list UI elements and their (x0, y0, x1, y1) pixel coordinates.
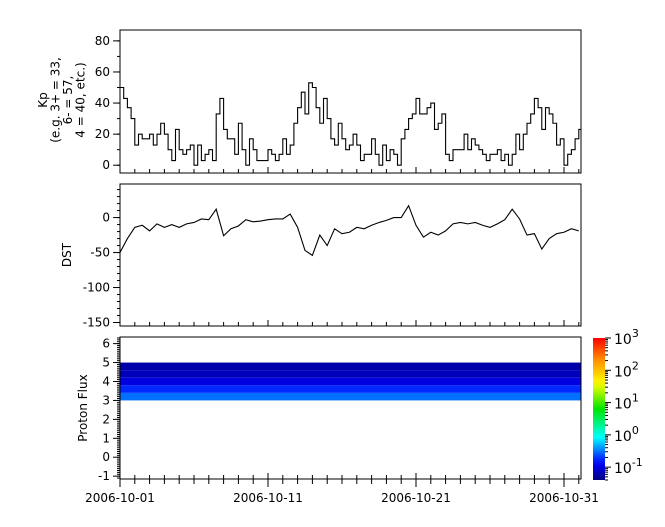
y-tick-label: -100 (83, 281, 110, 295)
colorbar-tick-base: 10 (614, 332, 632, 348)
y-tick-label: 0 (102, 158, 110, 172)
y-tick-label: 80 (95, 34, 110, 48)
flux-bin (120, 385, 581, 393)
colorbar-tick-exponent: -1 (632, 456, 643, 469)
colorbar-tick-exponent: 0 (632, 424, 639, 437)
colorbar-tick-exponent: 3 (632, 327, 639, 340)
colorbar-tick-exponent: 1 (632, 392, 639, 405)
y-tick-label: 2 (102, 412, 110, 426)
colorbar-tick-base: 10 (614, 397, 632, 413)
y-tick-label: -150 (83, 316, 110, 330)
colorbar-tick-base: 10 (614, 429, 632, 445)
panel-frame-2 (119, 336, 582, 480)
y-tick-label: 40 (95, 96, 110, 110)
panel-frame-0 (119, 29, 582, 174)
colorbar-tick-base: 10 (614, 461, 632, 477)
colorbar-tick-label: 101 (614, 392, 639, 413)
y-tick-label: -50 (90, 246, 110, 260)
flux-bin (120, 370, 581, 378)
x-tick-label: 2006-10-01 (85, 491, 155, 505)
kp-axis-label-line: 4 = 40, etc.) (74, 62, 88, 137)
x-tick-label: 2006-10-11 (233, 491, 303, 505)
kp-line (120, 82, 581, 166)
y-tick-label: 3 (102, 393, 110, 407)
y-tick-label: 0 (102, 450, 110, 464)
dst-axis-label: DST (60, 242, 74, 267)
kp-axis-label-line: Kp (36, 92, 50, 108)
proton-flux-axis-label: Proton Flux (76, 374, 90, 441)
flux-bin (120, 377, 581, 386)
colorbar-tick-label: 10-1 (614, 456, 643, 477)
kp-axis-label-line: (e.g. 3+ = 33, (49, 57, 63, 143)
y-tick-label: 60 (95, 65, 110, 79)
x-tick-label: 2006-10-21 (381, 491, 451, 505)
flux-bin (120, 362, 581, 371)
colorbar-tick-label: 103 (614, 327, 639, 348)
colorbar (593, 338, 605, 480)
y-tick-label: 1 (102, 431, 110, 445)
y-tick-label: 20 (95, 127, 110, 141)
x-tick-label: 2006-10-31 (529, 491, 599, 505)
colorbar-tick-label: 102 (614, 359, 639, 380)
colorbar-tick-exponent: 2 (632, 359, 639, 372)
y-tick-label: -1 (98, 469, 110, 483)
y-tick-label: 5 (102, 356, 110, 370)
y-tick-label: 4 (102, 374, 110, 388)
flux-bin (120, 392, 581, 401)
y-tick-label: 0 (102, 211, 110, 225)
panel-frame-1 (119, 183, 582, 327)
colorbar-tick-base: 10 (614, 364, 632, 380)
kp-axis-label-line: 6- = 57, (61, 76, 75, 125)
dst-line (119, 204, 579, 257)
colorbar-tick-label: 100 (614, 424, 639, 445)
y-tick-label: 6 (102, 337, 110, 351)
